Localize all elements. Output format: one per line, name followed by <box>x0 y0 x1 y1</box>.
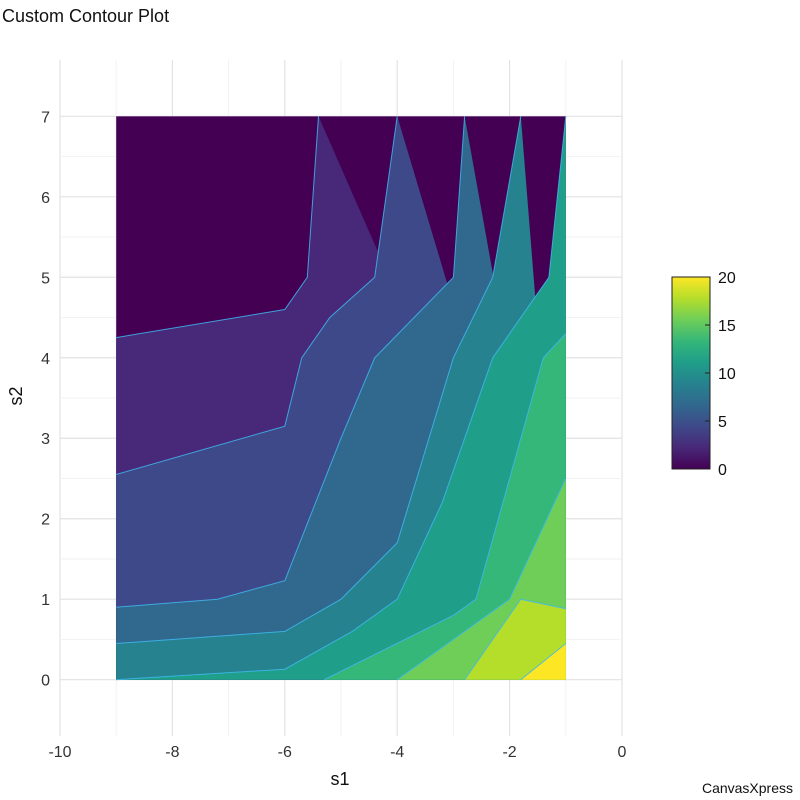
contour-line <box>323 333 567 681</box>
colorbar-tick-label: 15 <box>718 318 736 335</box>
colorbar <box>671 276 711 470</box>
colorbar-tick-label: 5 <box>718 414 727 431</box>
contour-line <box>464 598 566 680</box>
contour-line <box>116 116 466 608</box>
y-tick-label: 3 <box>41 431 50 448</box>
contour-band <box>324 333 566 680</box>
contour-bands <box>116 116 566 680</box>
colorbar-tick-label: 10 <box>718 366 736 383</box>
y-tick-label: 2 <box>41 512 50 529</box>
y-tick-label: 0 <box>41 673 50 690</box>
axis-ticks: -10 -8 -6 -4 -2 0 0 1 2 3 4 5 6 7 <box>41 109 626 761</box>
watermark: CanvasXpress <box>701 780 793 796</box>
contour-band <box>464 599 566 680</box>
y-tick-label: 1 <box>41 592 50 609</box>
color-legend: 0 5 10 15 20 <box>671 270 736 479</box>
y-tick-label: 6 <box>41 190 50 207</box>
y-axis-title: s2 <box>6 386 26 405</box>
x-tick-label: -4 <box>390 744 404 761</box>
contour-line <box>116 116 522 644</box>
contour-lines <box>116 116 567 681</box>
contour-line <box>116 116 567 681</box>
contour-band <box>116 116 566 680</box>
chart-title: Custom Contour Plot <box>2 6 170 26</box>
x-axis-title: s1 <box>330 769 349 789</box>
contour-line <box>116 116 319 339</box>
colorbar-tick-label: 0 <box>718 462 727 479</box>
x-tick-label: -6 <box>278 744 292 761</box>
colorbar-tick-label: 20 <box>718 270 736 287</box>
y-tick-label: 7 <box>41 109 50 126</box>
x-tick-label: -8 <box>165 744 179 761</box>
y-tick-label: 5 <box>41 270 50 287</box>
x-tick-label: -2 <box>502 744 516 761</box>
y-tick-label: 4 <box>41 351 50 368</box>
x-tick-label: -10 <box>48 744 71 761</box>
contour-line <box>520 643 567 681</box>
contour-line <box>116 116 398 475</box>
x-tick-label: 0 <box>618 744 627 761</box>
contour-line <box>396 478 567 681</box>
